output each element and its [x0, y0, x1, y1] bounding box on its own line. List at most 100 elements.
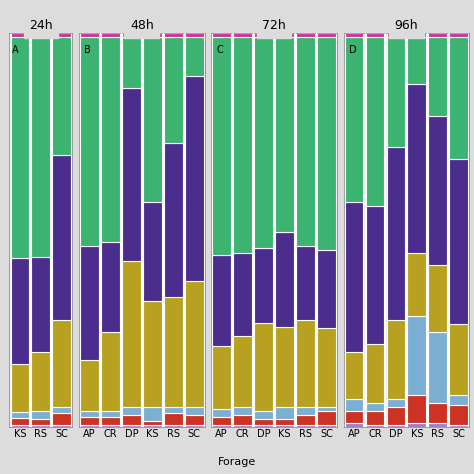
Bar [408, 395, 426, 423]
Bar [185, 37, 204, 76]
Bar [365, 403, 384, 411]
Bar [386, 407, 405, 425]
Bar [143, 202, 162, 301]
Bar [164, 33, 182, 37]
Bar [408, 33, 426, 37]
Bar [122, 407, 141, 415]
Bar [386, 399, 405, 407]
Bar [122, 261, 141, 407]
Bar [449, 324, 468, 395]
Bar [365, 37, 384, 206]
Bar [53, 155, 71, 320]
Bar [275, 33, 294, 37]
Bar [386, 33, 405, 37]
Bar [365, 33, 384, 37]
Bar [275, 327, 294, 407]
Bar [296, 425, 315, 427]
Bar [122, 37, 141, 88]
Bar [31, 257, 50, 352]
Bar [449, 37, 468, 159]
Bar [317, 328, 336, 407]
Bar [233, 415, 252, 425]
Bar [386, 425, 405, 427]
Bar [212, 33, 231, 37]
Bar [408, 254, 426, 317]
Bar [428, 33, 447, 37]
Bar [10, 365, 29, 411]
Bar [408, 423, 426, 427]
Bar [53, 407, 71, 413]
Bar [164, 143, 182, 297]
Bar [365, 206, 384, 344]
Bar [164, 413, 182, 425]
Bar [101, 425, 120, 427]
Bar [254, 410, 273, 419]
Bar [386, 320, 405, 399]
Bar [101, 411, 120, 417]
Bar [345, 399, 364, 411]
Bar [101, 37, 120, 242]
Bar [122, 88, 141, 261]
Bar [31, 411, 50, 419]
Bar [365, 425, 384, 427]
Bar [122, 415, 141, 425]
Text: C: C [216, 45, 223, 55]
Bar [296, 33, 315, 37]
Bar [10, 418, 29, 426]
Bar [233, 407, 252, 415]
Bar [408, 317, 426, 395]
Bar [10, 258, 29, 365]
Bar [143, 301, 162, 407]
Bar [317, 411, 336, 425]
Bar [53, 413, 71, 425]
Bar [428, 423, 447, 427]
Text: D: D [348, 45, 356, 55]
Bar [254, 33, 273, 37]
Bar [122, 425, 141, 427]
Bar [101, 33, 120, 37]
Bar [428, 37, 447, 116]
Bar [185, 33, 204, 37]
Bar [53, 425, 71, 427]
Bar [212, 425, 231, 427]
Bar [80, 37, 99, 246]
Bar [212, 409, 231, 417]
Bar [80, 33, 99, 37]
Bar [317, 37, 336, 249]
Bar [296, 246, 315, 320]
Text: B: B [84, 45, 91, 55]
Bar [275, 232, 294, 327]
Bar [101, 417, 120, 425]
Bar [254, 425, 273, 427]
Bar [428, 116, 447, 265]
Bar [164, 37, 182, 143]
Bar [345, 411, 364, 423]
Bar [53, 33, 71, 37]
Bar [275, 407, 294, 419]
Bar [254, 248, 273, 323]
Bar [143, 33, 162, 37]
Bar [164, 425, 182, 427]
Text: Forage: Forage [218, 456, 256, 466]
Bar [345, 33, 364, 37]
Bar [212, 37, 231, 255]
Bar [101, 332, 120, 411]
Bar [317, 425, 336, 427]
Bar [31, 33, 50, 37]
Bar [345, 202, 364, 352]
Bar [185, 407, 204, 415]
Bar [408, 37, 426, 84]
Bar [143, 407, 162, 421]
Bar [80, 246, 99, 360]
Bar [53, 37, 71, 155]
Bar [53, 320, 71, 407]
Bar [80, 360, 99, 411]
Bar [386, 37, 405, 147]
Bar [345, 352, 364, 399]
Bar [164, 297, 182, 407]
Title: 96h: 96h [394, 19, 418, 32]
Bar [428, 332, 447, 403]
Bar [275, 425, 294, 427]
Bar [10, 33, 29, 37]
Bar [317, 250, 336, 328]
